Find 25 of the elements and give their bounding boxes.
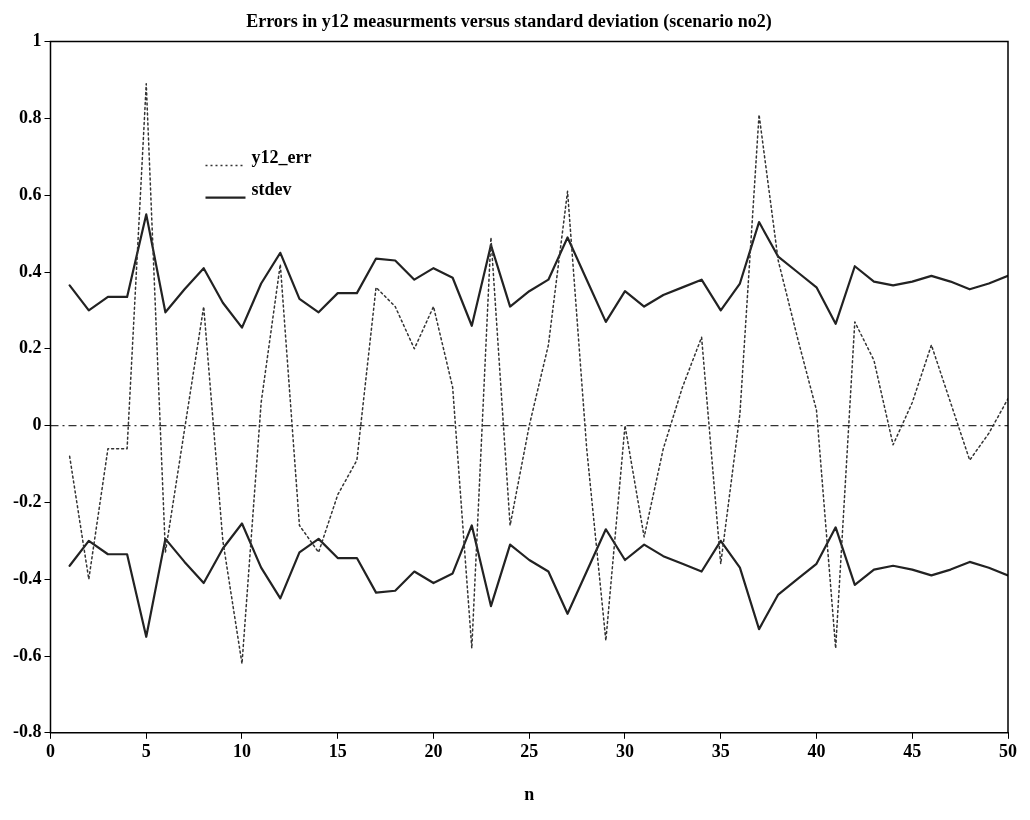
x-tick-label: 50: [999, 741, 1017, 762]
chart-title: Errors in y12 measurments versus standard deviation (scenario no2): [246, 11, 772, 33]
x-axis-title: n: [524, 783, 535, 804]
legend-label: y12_err: [251, 147, 312, 168]
y-tick-label: 0: [32, 414, 42, 435]
x-tick-label: 25: [520, 741, 539, 762]
x-tick-label: 40: [807, 741, 826, 762]
y-tick-label: 0.6: [18, 183, 42, 204]
y-tick-label: 0.4: [18, 260, 42, 281]
y-tick-label: 0.2: [18, 337, 42, 358]
x-tick-label: 30: [616, 741, 634, 762]
y-tick-label: -0.2: [12, 491, 42, 512]
x-tick-label: 20: [424, 741, 443, 762]
x-tick-label: 5: [141, 741, 151, 762]
x-tick-label: 0: [45, 741, 55, 762]
x-tick-label: 45: [903, 741, 922, 762]
y-tick-label: -0.6: [12, 644, 42, 665]
y-tick-label: -0.8: [12, 721, 42, 742]
x-tick-label: 35: [711, 741, 730, 762]
legend-label: stdev: [251, 179, 292, 200]
x-tick-label: 15: [328, 741, 347, 762]
x-tick-label: 10: [233, 741, 251, 762]
y-tick-label: -0.4: [12, 567, 42, 588]
y-tick-label: 0.8: [18, 107, 42, 128]
y-tick-label: 1: [32, 30, 42, 51]
